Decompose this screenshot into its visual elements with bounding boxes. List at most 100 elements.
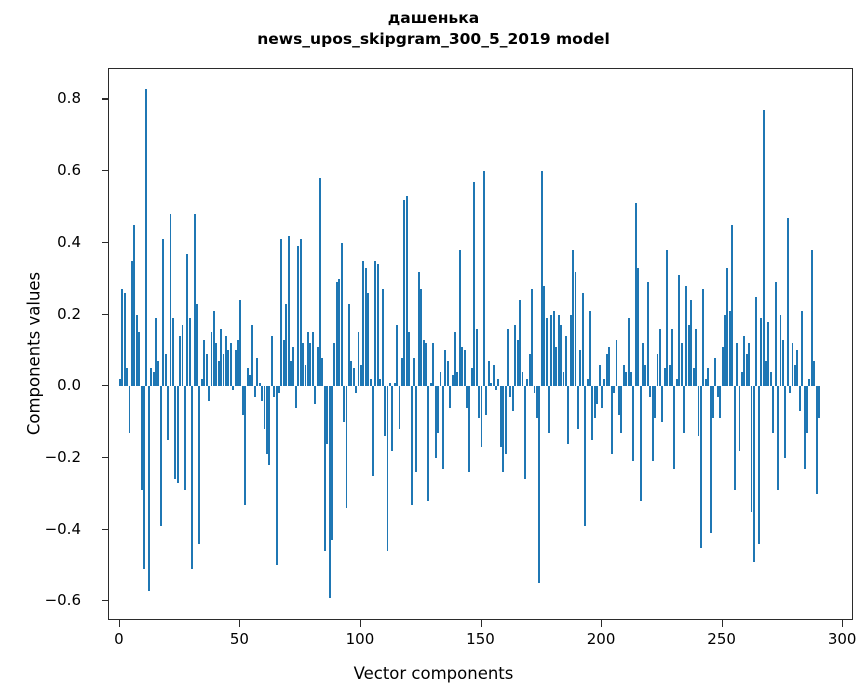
bar [808,379,811,387]
bar [514,325,517,387]
bar [162,239,165,387]
bar [249,375,251,387]
bar [683,386,685,433]
bar [150,368,153,387]
bar [673,386,676,469]
bar [818,386,820,419]
x-tick-label: 250 [707,630,736,648]
y-tick-mark [101,241,108,243]
bar [786,217,789,387]
bar [444,350,447,387]
bar [285,303,288,387]
bar [398,386,401,430]
bar [666,250,669,387]
bar [253,386,256,397]
bar [769,371,772,387]
y-tick-mark [101,600,108,602]
bar [572,250,575,387]
bar [711,386,714,419]
bar [145,88,148,387]
bar [268,386,271,466]
bar [646,282,649,387]
bar [239,300,242,387]
x-tick-mark [601,620,603,627]
bar [564,336,567,387]
bar [810,250,813,387]
bar [622,364,625,387]
y-tick-label: −0.2 [44,447,81,466]
bar [227,350,230,387]
bar [350,361,353,387]
bar [752,386,755,562]
bar [772,386,775,433]
y-tick-label: 0.2 [57,304,81,323]
bar [704,379,707,387]
bar [208,386,210,401]
bar [743,336,746,387]
bar [456,371,459,387]
bar [543,285,546,387]
bar [545,318,548,387]
bar [736,343,739,387]
bar [801,310,804,387]
bar [138,332,141,387]
bar [200,379,203,387]
bar [410,386,413,505]
bar-series [109,69,852,619]
bar [608,346,611,387]
bar [789,386,792,394]
bar [596,386,599,405]
bar [562,371,565,387]
bar [589,310,591,387]
bar [384,386,387,437]
bar [485,386,488,415]
bar [171,318,174,387]
bar [654,386,657,419]
bar [475,328,478,387]
bar [637,267,640,387]
bar [434,386,437,458]
bar [155,318,157,387]
bar [232,386,235,390]
bar [439,371,442,387]
bar [302,343,305,387]
bar [191,386,194,570]
bar [427,386,430,501]
x-tick-mark [480,620,482,627]
bar [569,314,572,387]
y-axis: 0.8 0.6 0.4 0.2 0.0 −0.2 −0.4 −0.6 Components v… [0,0,108,696]
bar [521,371,524,387]
bar [256,357,259,387]
bar [118,379,121,387]
bar [372,386,374,476]
bar [680,343,683,387]
bar [740,371,743,387]
bar [343,386,346,423]
bar [803,386,806,469]
bar [193,214,196,387]
bar [557,314,560,387]
bar [265,386,268,455]
bar [656,353,659,387]
bar [702,289,705,387]
bar [135,314,138,387]
bar [793,364,796,387]
bar [176,386,179,483]
chart-title-line-2: news_upos_skipgram_300_5_2019 model [257,29,610,48]
x-tick-mark [842,620,844,627]
bar [278,386,280,394]
bar [658,328,661,387]
x-axis: 0 50 100 150 200 250 300 Vector components [0,620,867,696]
bar [531,289,534,387]
bar [784,386,787,458]
x-tick-mark [721,620,723,627]
bar [777,386,779,491]
y-tick-mark [101,98,108,100]
bar [613,386,616,394]
x-tick-label: 100 [345,630,375,648]
bar [357,332,360,387]
bar [509,386,512,397]
bar [781,339,784,387]
bar [466,386,468,408]
bar [526,379,529,387]
